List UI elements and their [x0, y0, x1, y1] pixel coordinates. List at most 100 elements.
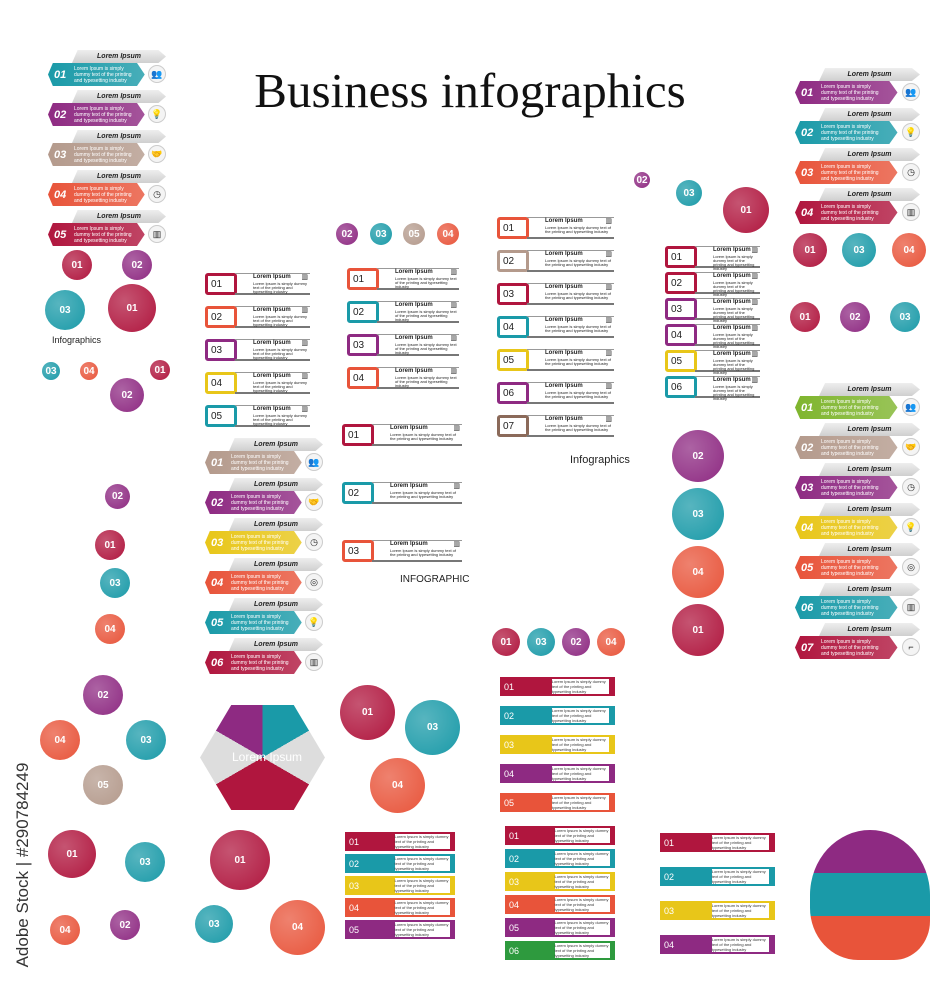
item-number: 04 — [664, 939, 675, 950]
chart-icon: ▥ — [605, 383, 612, 390]
item-text: Lorem Ipsum is simply dummy text of the … — [551, 737, 610, 752]
circle-badge: 02 — [634, 172, 650, 188]
item-heading: Lorem Ipsum — [819, 543, 920, 556]
item-heading: Lorem Ipsum — [395, 269, 433, 275]
chart-icon: ▥ — [605, 218, 612, 225]
chart-icon: ▥ — [453, 541, 460, 548]
circle-badge: 01 — [210, 830, 270, 890]
circle-badge: 03 — [100, 568, 130, 598]
band-item: 03 Lorem Ipsum is simply dummy text of th… — [500, 735, 615, 754]
item-number: 04 — [205, 372, 237, 394]
item-heading: Lorem Ipsum — [819, 463, 920, 476]
item-text: Lorem Ipsum is simply dummy text of the … — [74, 145, 132, 164]
item-number: 05 — [205, 405, 237, 427]
item-heading: Lorem Ipsum — [819, 383, 920, 396]
item-heading: Lorem Ipsum — [545, 317, 583, 323]
row-list-item: 02 Lorem Ipsum Lorem Ipsum is simply dummy… — [205, 306, 310, 328]
hexagon-center-label: Lorem Ipsum — [232, 750, 303, 764]
item-number: 07 — [801, 641, 814, 654]
row-list-item: 04 Lorem Ipsum Lorem Ipsum is simply dummy… — [205, 372, 310, 394]
chart-icon: ▥ — [305, 653, 323, 671]
item-line: Lorem Ipsum Lorem Ipsum is simply dummy t… — [377, 268, 459, 290]
item-line: Lorem Ipsum Lorem Ipsum is simply dummy t… — [695, 298, 760, 323]
item-line: Lorem Ipsum Lorem Ipsum is simply dummy t… — [377, 334, 459, 356]
item-number: 03 — [205, 339, 237, 361]
item-text: Lorem Ipsum is simply dummy text of the … — [711, 937, 770, 952]
lightbulb-icon: 💡 — [902, 123, 920, 141]
row-list-item: 01 Lorem Ipsum Lorem Ipsum is simply dummy… — [342, 424, 462, 446]
target-icon: ◎ — [305, 573, 323, 591]
row-list-item: 04 Lorem Ipsum Lorem Ipsum is simply dummy… — [665, 324, 760, 349]
row-list-item: 04 Lorem Ipsum Lorem Ipsum is simply dummy… — [497, 316, 614, 338]
item-text: Lorem Ipsum is simply dummy text of the … — [253, 380, 308, 393]
hex-list-item: Lorem Ipsum 01 Lorem Ipsum is simply dummy… — [795, 383, 920, 419]
row-list-a: 01 Lorem Ipsum Lorem Ipsum is simply dummy… — [205, 273, 310, 438]
item-text: Lorem Ipsum is simply dummy text of the … — [545, 291, 612, 300]
circle-badge: 03 — [527, 628, 555, 656]
item-text: Lorem Ipsum is simply dummy text of the … — [394, 834, 450, 849]
item-line: Lorem Ipsum Lorem Ipsum is simply dummy t… — [372, 482, 462, 504]
item-body: 01 Lorem Ipsum is simply dummy text of th… — [48, 63, 145, 86]
item-heading: Lorem Ipsum — [819, 148, 920, 161]
hex-list-item: Lorem Ipsum 04 Lorem Ipsum is simply dummy… — [205, 558, 323, 594]
chart-icon: ▥ — [301, 274, 308, 281]
row-list-d: 01 Lorem Ipsum Lorem Ipsum is simply dummy… — [497, 217, 614, 448]
hex-list-item: Lorem Ipsum 04 Lorem Ipsum is simply dummy… — [795, 503, 920, 539]
item-text: Lorem Ipsum is simply dummy text of the … — [551, 679, 610, 694]
item-number: 06 — [509, 945, 520, 956]
band-item: 06 Lorem Ipsum is simply dummy text of th… — [505, 941, 615, 960]
item-number: 01 — [205, 273, 237, 295]
hex-list-item: Lorem Ipsum 02 Lorem Ipsum is simply dummy… — [205, 478, 323, 514]
row-list-item: 03 Lorem Ipsum Lorem Ipsum is simply dummy… — [205, 339, 310, 361]
item-number: 04 — [347, 367, 379, 389]
item-text: Lorem Ipsum is simply dummy text of the … — [821, 438, 879, 457]
item-text: Lorem Ipsum is simply dummy text of the … — [821, 558, 879, 577]
clock-icon: ◷ — [902, 478, 920, 496]
item-text: Lorem Ipsum is simply dummy text of the … — [253, 413, 308, 426]
item-number: 03 — [347, 334, 379, 356]
stairs-icon: ⌐ — [902, 638, 920, 656]
circle-badge: 04 — [437, 223, 459, 245]
item-line: Lorem Ipsum Lorem Ipsum is simply dummy t… — [372, 424, 462, 446]
item-text: Lorem Ipsum is simply dummy text of the … — [554, 874, 610, 889]
item-body: 01 Lorem Ipsum is simply dummy text of th… — [795, 396, 898, 419]
item-text: Lorem Ipsum is simply dummy text of the … — [711, 903, 770, 918]
item-heading: Lorem Ipsum — [253, 373, 291, 379]
circle-badge: 02 — [562, 628, 590, 656]
item-body: 06 Lorem Ipsum is simply dummy text of th… — [205, 651, 302, 674]
hex-list-item: Lorem Ipsum 04 Lorem Ipsum is simply dummy… — [795, 188, 920, 224]
item-number: 04 — [665, 324, 697, 346]
item-number: 05 — [665, 350, 697, 372]
item-text: Lorem Ipsum is simply dummy text of the … — [231, 573, 289, 592]
item-body: 05 Lorem Ipsum is simply dummy text of th… — [795, 556, 898, 579]
item-line: Lorem Ipsum Lorem Ipsum is simply dummy t… — [235, 306, 310, 328]
item-heading: Lorem Ipsum — [72, 50, 166, 63]
circle-badge: 05 — [403, 223, 425, 245]
row-list-item: 01 Lorem Ipsum Lorem Ipsum is simply dummy… — [665, 246, 760, 271]
watermark: Adobe Stock | #290784249 — [13, 762, 32, 968]
item-number: 04 — [509, 899, 520, 910]
circle-badge: 01 — [793, 233, 827, 267]
item-heading: Lorem Ipsum — [819, 583, 920, 596]
chart-icon: ▥ — [301, 340, 308, 347]
band-item: 04 Lorem Ipsum is simply dummy text of th… — [660, 935, 775, 954]
item-heading: Lorem Ipsum — [229, 598, 323, 611]
row-list-item: 02 Lorem Ipsum Lorem Ipsum is simply dummy… — [347, 301, 459, 323]
item-number: 02 — [205, 306, 237, 328]
chart-icon: ▥ — [751, 377, 758, 384]
item-text: Lorem Ipsum is simply dummy text of the … — [551, 708, 610, 723]
hex-list-right-top: Lorem Ipsum 01 Lorem Ipsum is simply dummy… — [795, 68, 920, 228]
hex-list-item: Lorem Ipsum 02 Lorem Ipsum is simply dummy… — [48, 90, 166, 126]
item-body: 06 Lorem Ipsum is simply dummy text of th… — [795, 596, 898, 619]
row-list-item: 04 Lorem Ipsum Lorem Ipsum is simply dummy… — [347, 367, 459, 389]
item-body: 03 Lorem Ipsum is simply dummy text of th… — [795, 161, 898, 184]
item-text: Lorem Ipsum is simply dummy text of the … — [231, 653, 289, 672]
item-text: Lorem Ipsum is simply dummy text of the … — [395, 309, 457, 322]
band-item: 01 Lorem Ipsum is simply dummy text of th… — [500, 677, 615, 696]
circle-badge: 03 — [370, 223, 392, 245]
circle-badge: 01 — [340, 685, 395, 740]
row-list-item: 05 Lorem Ipsum Lorem Ipsum is simply dummy… — [497, 349, 614, 371]
lightbulb-icon: 💡 — [148, 105, 166, 123]
circle-badge: 03 — [125, 842, 165, 882]
chart-icon: ▥ — [148, 225, 166, 243]
